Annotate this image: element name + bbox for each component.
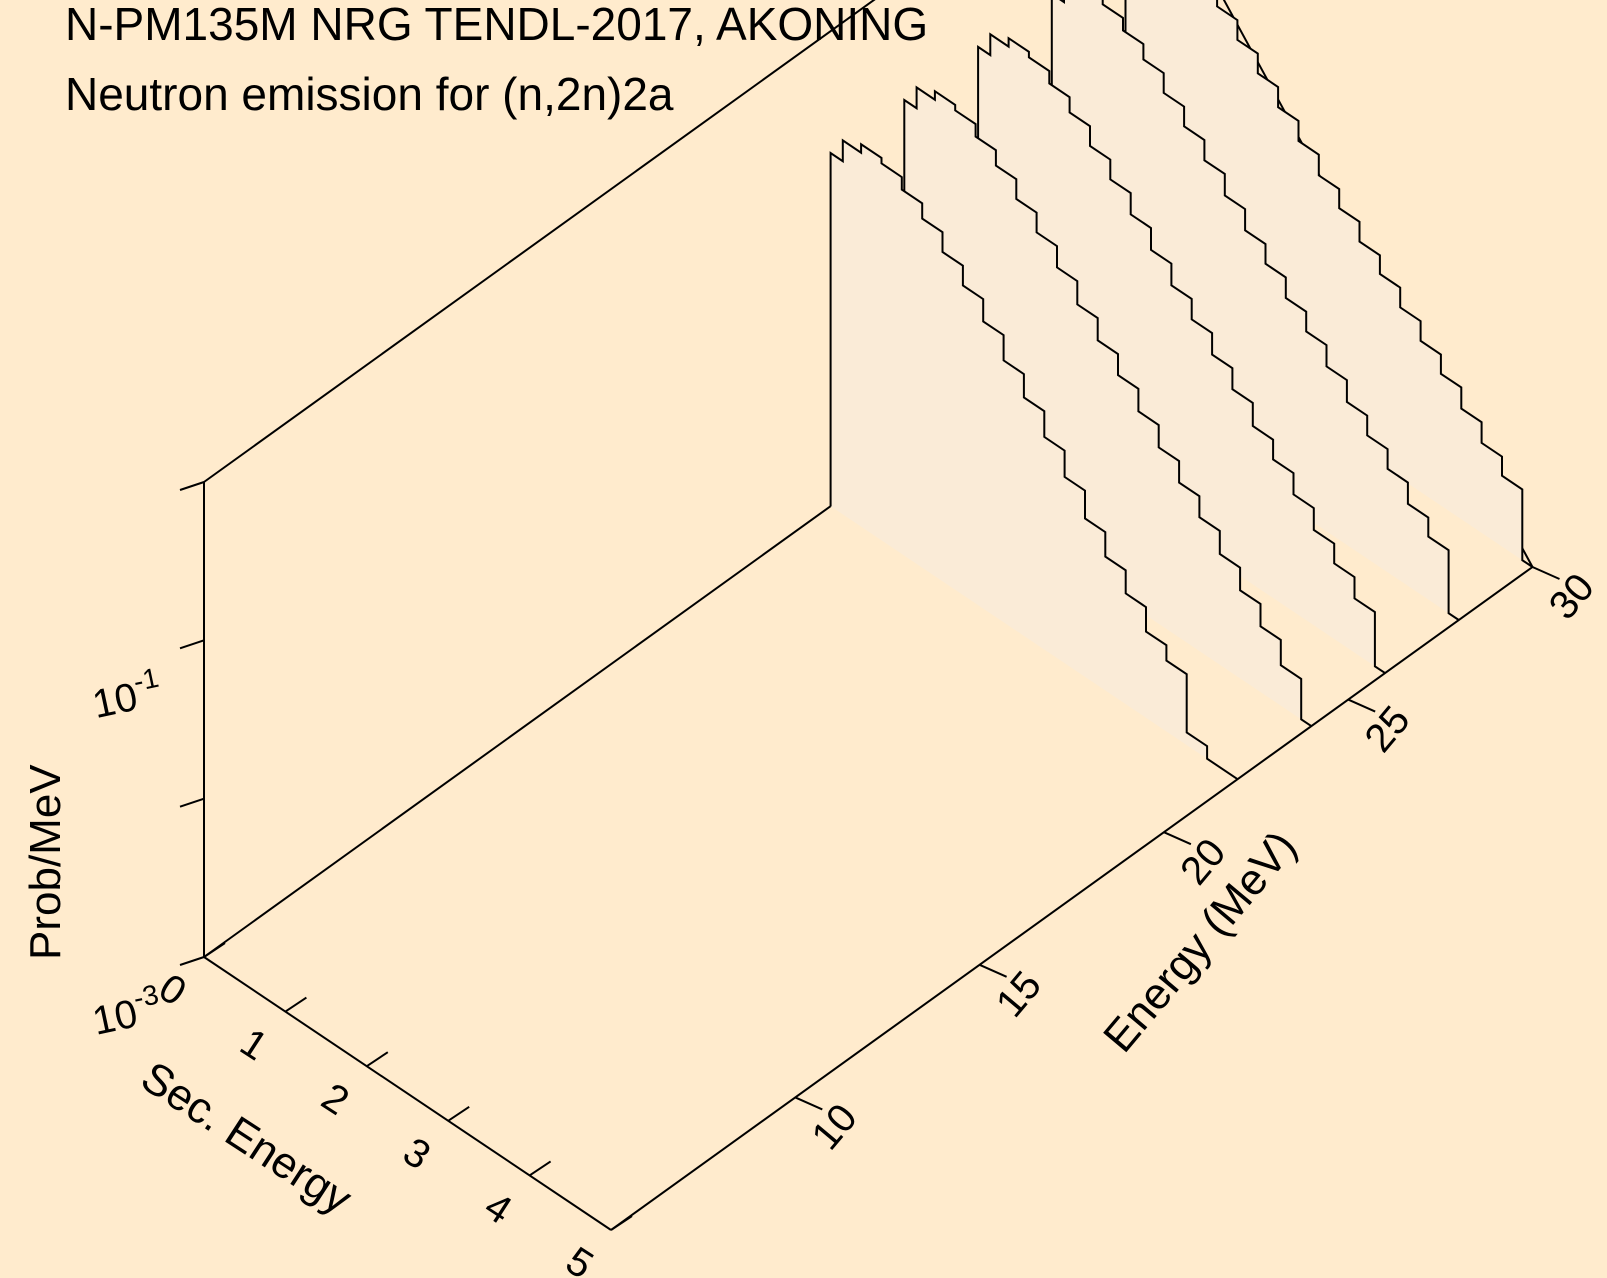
x-tick-5 (610, 1215, 633, 1231)
spectrum-curve-22 (829, 138, 1239, 781)
spectrum-curve-24 (903, 85, 1312, 727)
x-tick-0 (203, 942, 226, 958)
z-tick-label-base: 10 (89, 675, 142, 727)
x-tick-1 (284, 996, 307, 1013)
spectrum-curves (829, 0, 1534, 781)
x-tick-4 (529, 1160, 552, 1177)
y-tick-25 (1347, 698, 1376, 713)
y-axis-line (610, 566, 1534, 1231)
chart-title: N-PM135M NRG TENDL-2017, AKONING (65, 0, 928, 50)
y-tick-10 (794, 1096, 823, 1111)
chart-subtitle: Neutron emission for (n,2n)2a (65, 68, 674, 120)
y-tick-20 (1163, 831, 1192, 846)
z-tick-label-base: 10 (89, 992, 142, 1044)
z-axis-title: Prob/MeV (21, 764, 70, 960)
spectrum-curve-30 (1124, 0, 1534, 568)
x-axis-line (203, 956, 612, 1231)
z-tick-0 (179, 481, 205, 491)
spectrum-curve-28 (1050, 0, 1460, 621)
z-tick-label--3: 10-3 (87, 979, 166, 1044)
z-tick--1 (179, 639, 205, 650)
spectrum-curve-26 (977, 32, 1386, 674)
z-tick--3 (179, 956, 205, 966)
back-top-edge (203, 0, 876, 483)
x-tick-2 (366, 1051, 389, 1068)
z-tick--2 (179, 797, 205, 808)
x-tick-3 (447, 1105, 470, 1122)
y-tick-30 (1532, 566, 1560, 580)
y-tick-15 (979, 963, 1008, 978)
